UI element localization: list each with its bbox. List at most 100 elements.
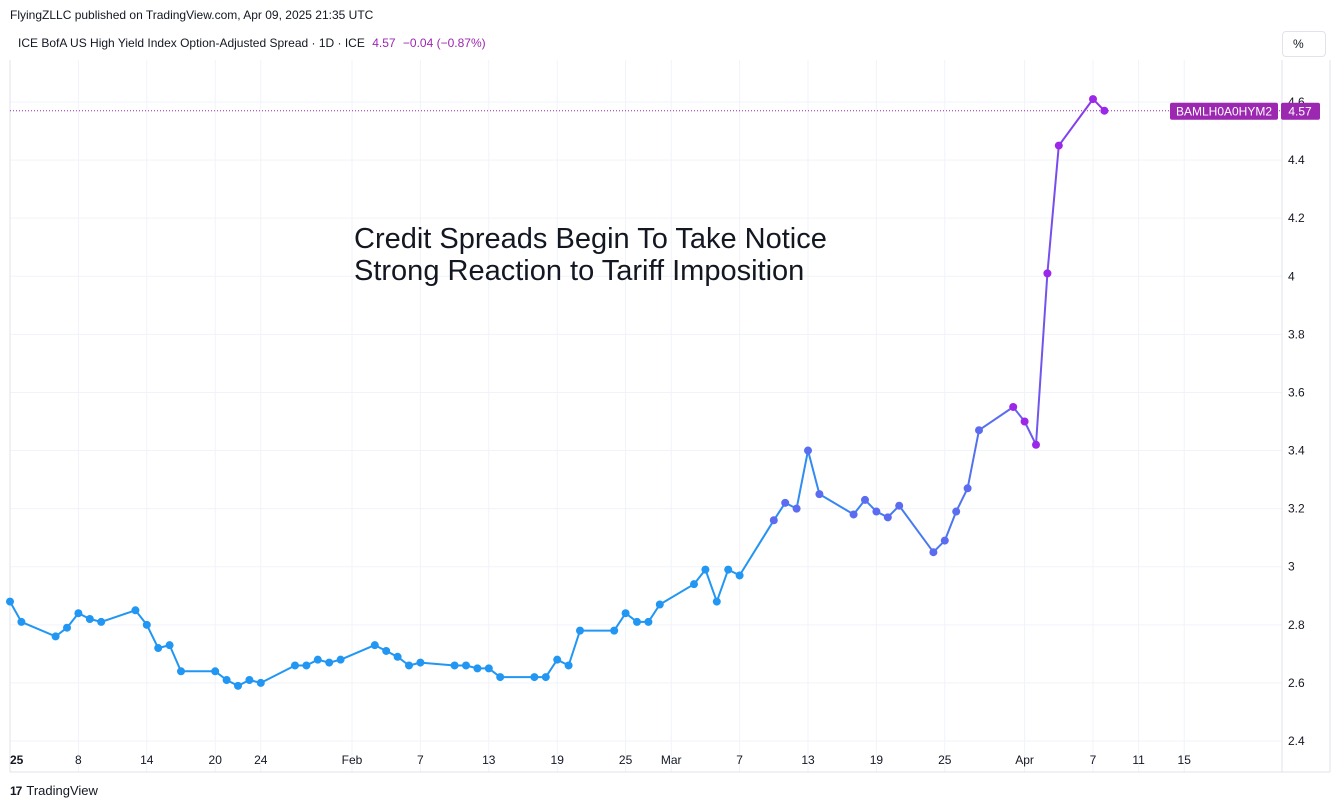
- y-tick-label: 3.4: [1288, 444, 1305, 458]
- data-point[interactable]: [781, 498, 790, 507]
- data-point[interactable]: [963, 484, 972, 493]
- percent-scale-button[interactable]: %: [1282, 31, 1326, 57]
- data-point[interactable]: [1089, 95, 1097, 104]
- grid: [9, 60, 1282, 772]
- data-point[interactable]: [97, 617, 106, 626]
- data-point[interactable]: [724, 565, 733, 574]
- data-point[interactable]: [929, 548, 938, 557]
- data-point[interactable]: [405, 661, 413, 670]
- data-point[interactable]: [872, 507, 881, 516]
- data-point[interactable]: [6, 597, 14, 606]
- data-point[interactable]: [895, 501, 904, 510]
- x-tick-label: 24: [254, 753, 268, 767]
- data-point[interactable]: [849, 510, 858, 519]
- data-point[interactable]: [1009, 402, 1018, 411]
- data-point[interactable]: [473, 664, 482, 673]
- data-point[interactable]: [142, 620, 151, 629]
- y-tick-label: 4: [1288, 269, 1295, 283]
- data-point[interactable]: [553, 655, 562, 664]
- data-point[interactable]: [393, 652, 402, 661]
- data-point[interactable]: [1032, 440, 1040, 449]
- publish-line: FlyingZLLC published on TradingView.com,…: [10, 8, 374, 22]
- x-tick-label: 15: [1178, 753, 1192, 767]
- x-tick-label: 11: [1132, 753, 1145, 767]
- data-point[interactable]: [621, 609, 630, 618]
- data-point[interactable]: [701, 565, 710, 574]
- data-point[interactable]: [256, 678, 265, 687]
- data-point[interactable]: [51, 632, 60, 641]
- x-tick-label: 20: [209, 753, 223, 767]
- data-point[interactable]: [644, 617, 653, 626]
- y-tick-label: 4.2: [1288, 211, 1305, 225]
- data-point[interactable]: [804, 446, 812, 455]
- data-point[interactable]: [792, 504, 801, 513]
- data-point[interactable]: [154, 644, 163, 653]
- x-tick-label: 14: [140, 753, 154, 767]
- data-point[interactable]: [1100, 106, 1109, 115]
- y-tick-label: 3.6: [1288, 385, 1305, 399]
- data-point[interactable]: [291, 661, 299, 670]
- data-point[interactable]: [564, 661, 573, 670]
- series-title: ICE BofA US High Yield Index Option-Adju…: [18, 36, 365, 50]
- data-point[interactable]: [496, 673, 505, 682]
- data-point[interactable]: [690, 580, 698, 589]
- last-value-tag-label: 4.57: [1288, 105, 1312, 119]
- data-point[interactable]: [211, 667, 220, 676]
- data-point[interactable]: [165, 641, 174, 650]
- data-point[interactable]: [17, 617, 26, 626]
- data-point[interactable]: [1043, 269, 1052, 278]
- data-point[interactable]: [769, 516, 778, 525]
- x-tick-label: 13: [801, 753, 815, 767]
- data-point[interactable]: [541, 673, 550, 682]
- chart-annotation[interactable]: Credit Spreads Begin To Take Notice: [354, 223, 827, 255]
- data-point[interactable]: [576, 626, 584, 635]
- data-point[interactable]: [633, 617, 641, 626]
- tradingview-logo[interactable]: 17 TradingView: [10, 783, 98, 798]
- data-point[interactable]: [861, 495, 869, 504]
- data-point[interactable]: [313, 655, 322, 664]
- data-point[interactable]: [484, 664, 493, 673]
- data-point[interactable]: [975, 426, 983, 435]
- data-point[interactable]: [85, 615, 94, 624]
- data-point[interactable]: [325, 658, 334, 667]
- data-point[interactable]: [940, 536, 949, 545]
- symbol-tag: [1170, 102, 1278, 120]
- x-tick-label: 7: [1090, 753, 1097, 767]
- data-point[interactable]: [245, 676, 254, 685]
- y-tick-label: 2.4: [1288, 734, 1305, 748]
- data-point[interactable]: [74, 609, 83, 618]
- data-point[interactable]: [530, 673, 539, 682]
- x-tick-label: 25: [10, 753, 24, 767]
- data-point[interactable]: [234, 681, 242, 690]
- x-tick-label: 7: [736, 753, 743, 767]
- y-tick-label: 3.2: [1288, 502, 1305, 516]
- data-point[interactable]: [655, 600, 664, 609]
- y-tick-label: 2.8: [1288, 618, 1305, 632]
- data-point[interactable]: [1020, 417, 1029, 426]
- data-point[interactable]: [63, 623, 71, 632]
- data-point[interactable]: [336, 655, 345, 664]
- data-point[interactable]: [1054, 141, 1063, 150]
- data-point[interactable]: [815, 490, 824, 499]
- data-point[interactable]: [131, 606, 140, 615]
- data-point[interactable]: [462, 661, 470, 670]
- data-point[interactable]: [222, 676, 231, 685]
- data-point[interactable]: [302, 661, 311, 670]
- data-point[interactable]: [416, 658, 425, 667]
- y-tick-label: 3: [1288, 560, 1295, 574]
- data-point[interactable]: [610, 626, 619, 635]
- chart-annotation[interactable]: Strong Reaction to Tariff Imposition: [354, 255, 804, 287]
- data-point[interactable]: [370, 641, 379, 650]
- data-point[interactable]: [382, 646, 391, 655]
- data-point[interactable]: [450, 661, 459, 670]
- y-tick-label: 2.6: [1288, 676, 1305, 690]
- data-point[interactable]: [883, 513, 892, 522]
- data-point[interactable]: [177, 667, 185, 676]
- series-legend[interactable]: ICE BofA US High Yield Index Option-Adju…: [18, 36, 486, 50]
- x-tick-label: 13: [482, 753, 496, 767]
- data-point[interactable]: [712, 597, 721, 606]
- data-point[interactable]: [952, 507, 961, 516]
- tradingview-brand: TradingView: [26, 783, 98, 798]
- data-point[interactable]: [735, 571, 744, 580]
